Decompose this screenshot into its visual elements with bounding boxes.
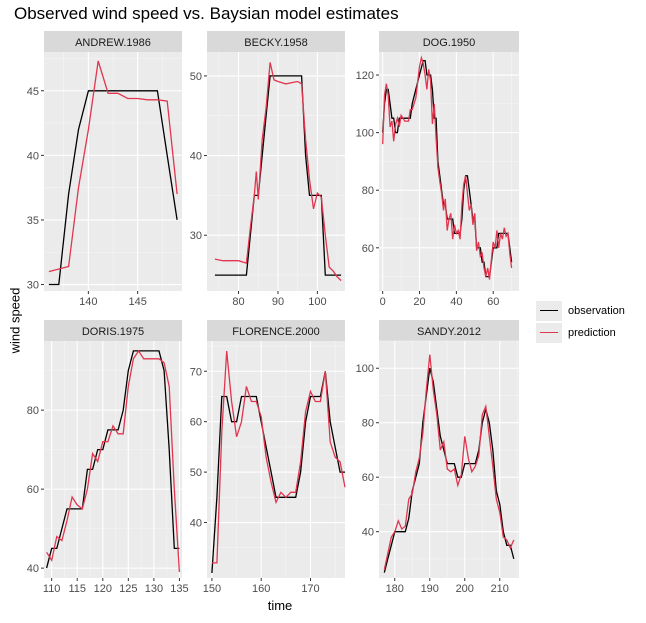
x-tick-label: 80	[232, 296, 244, 308]
x-tick-label: 115	[68, 583, 86, 595]
legend-label-prediction: prediction	[568, 327, 616, 339]
legend-key-prediction	[536, 323, 562, 343]
facet-strip	[44, 320, 182, 341]
facet-strip-label: DORIS.1975	[82, 326, 144, 338]
facet-florence-2000: FLORENCE.2000 150 160 170 40 50 60 70	[190, 320, 346, 595]
x-tick-label: 190	[421, 583, 439, 595]
x-tick-label: 160	[252, 583, 270, 595]
series-line-prediction	[382, 55, 513, 280]
y-tick-label: 30	[190, 230, 202, 242]
x-tick-label: 20	[413, 296, 425, 308]
x-tick-label: 0	[380, 296, 386, 308]
x-tick-label: 120	[94, 583, 112, 595]
y-tick-label: 40	[27, 563, 39, 575]
y-tick-label: 100	[356, 128, 374, 140]
facet-andrew-1986: ANDREW.1986 140 145 30 35 40 45	[27, 31, 182, 308]
y-tick-label: 80	[362, 185, 374, 197]
y-tick-label: 80	[362, 418, 374, 430]
x-tick-label: 200	[456, 583, 474, 595]
y-tick-label: 40	[190, 518, 202, 530]
y-tick-label: 100	[356, 363, 374, 375]
x-tick-label: 60	[487, 296, 499, 308]
facet-doris-1975: DORIS.1975 110 115 120 125 130 135 40 60 80	[27, 320, 189, 595]
facet-strip-label: BECKY.1958	[244, 37, 307, 49]
facet-dog-1950: DOG.1950 0 20 40 60 60 80 100 120	[356, 31, 519, 308]
y-tick-label: 80	[27, 405, 39, 417]
y-tick-label: 50	[190, 71, 202, 83]
facet-strip-label: SANDY.2012	[417, 326, 481, 338]
chart-title: Observed wind speed vs. Baysian model es…	[14, 4, 399, 23]
y-tick-label: 60	[362, 472, 374, 484]
x-axis-label: time	[267, 598, 293, 613]
y-axis-label: wind speed	[7, 287, 23, 354]
facet-strip-label: ANDREW.1986	[75, 37, 151, 49]
panel-background	[207, 52, 345, 291]
y-tick-label: 60	[362, 243, 374, 255]
series-line-prediction	[383, 354, 515, 570]
series-line-prediction	[211, 351, 346, 564]
facet-becky-1958: BECKY.1958 80 90 100 30 40 50	[190, 31, 345, 308]
y-tick-label: 120	[356, 70, 374, 82]
panel-background	[379, 341, 519, 578]
facet-strip	[207, 320, 345, 341]
x-tick-label: 130	[145, 583, 163, 595]
facet-strip	[44, 31, 182, 52]
x-tick-label: 140	[79, 296, 97, 308]
y-tick-label: 60	[190, 417, 202, 429]
facet-sandy-2012: SANDY.2012 180 190 200 210 40 60 80 100	[356, 320, 519, 595]
legend-item-prediction: prediction	[536, 322, 625, 344]
y-tick-label: 30	[27, 280, 39, 292]
x-tick-label: 180	[386, 583, 404, 595]
x-tick-label: 150	[203, 583, 221, 595]
y-tick-label: 40	[190, 151, 202, 163]
x-tick-label: 170	[301, 583, 319, 595]
y-tick-label: 70	[190, 366, 202, 378]
series-line-prediction	[48, 60, 178, 273]
x-tick-label: 90	[272, 296, 284, 308]
y-tick-label: 60	[27, 484, 39, 496]
legend-key-observation	[536, 301, 562, 321]
facet-strip	[379, 320, 519, 341]
facet-strip	[207, 31, 345, 52]
legend-label-observation: observation	[568, 305, 625, 317]
y-tick-label: 40	[362, 527, 374, 539]
y-tick-label: 40	[27, 150, 39, 162]
panel-background	[379, 52, 519, 291]
x-tick-label: 110	[43, 583, 61, 595]
series-line-prediction	[46, 349, 181, 573]
panel-background	[44, 341, 182, 578]
series-line-observation	[383, 368, 515, 573]
x-tick-label: 210	[491, 583, 509, 595]
legend: observation prediction	[536, 300, 625, 344]
legend-item-observation: observation	[536, 300, 625, 322]
facet-strip-label: FLORENCE.2000	[232, 326, 319, 338]
facet-strip	[379, 31, 519, 52]
series-line-observation	[48, 90, 178, 286]
x-tick-label: 40	[450, 296, 462, 308]
x-tick-label: 100	[308, 296, 326, 308]
y-tick-label: 35	[27, 215, 39, 227]
series-line-prediction	[214, 62, 342, 282]
y-tick-label: 45	[27, 86, 39, 98]
y-tick-label: 50	[190, 467, 202, 479]
x-tick-label: 145	[128, 296, 146, 308]
x-tick-label: 135	[170, 583, 188, 595]
x-tick-label: 125	[119, 583, 137, 595]
series-line-observation	[45, 350, 180, 569]
facet-strip-label: DOG.1950	[423, 37, 476, 49]
